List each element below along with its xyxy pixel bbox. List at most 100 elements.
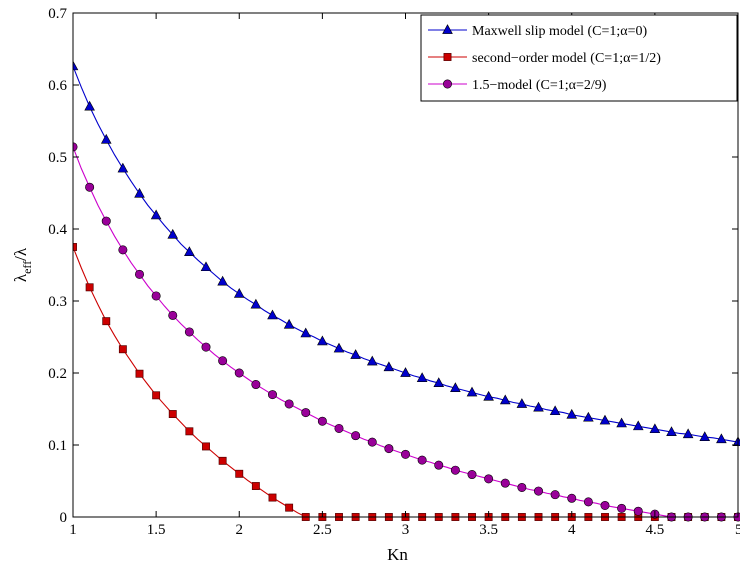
series-2-point-54	[517, 482, 527, 492]
series-2-point-64	[600, 500, 610, 510]
series-0-point-48	[466, 386, 478, 397]
legend-label-1: second−order model (C=1;α=1/2)	[472, 51, 661, 66]
series-0-point-68	[632, 420, 644, 431]
series-1-point-10	[152, 391, 161, 400]
series-1-point-12	[168, 410, 177, 418]
y-tick-label: 0.4	[48, 222, 67, 238]
series-0-point-52	[499, 394, 511, 405]
series-0-point-50	[483, 390, 494, 401]
series-0-point-16	[200, 261, 212, 272]
series-0-point-46	[450, 382, 461, 393]
series-0-point-8	[134, 187, 145, 198]
series-0-point-28	[300, 327, 312, 338]
y-tick-label: 0	[60, 510, 68, 526]
series-2-point-40	[400, 449, 410, 459]
series-0-point-12	[167, 228, 179, 239]
series-2-point-10	[151, 291, 161, 301]
series-0-point-32	[333, 342, 345, 353]
series-line-1	[73, 246, 738, 518]
series-2-point-30	[317, 416, 327, 426]
series-2-point-50	[484, 474, 494, 484]
x-tick-label: 1.5	[147, 522, 166, 538]
series-0-point-38	[383, 361, 395, 372]
y-axis-label: λeff/λ	[11, 247, 34, 282]
series-2-point-38	[384, 444, 394, 454]
series-2-point-14	[184, 327, 194, 337]
x-tick-label: 3	[402, 522, 410, 538]
series-1-point-4	[102, 317, 111, 326]
series-line-2	[73, 146, 738, 518]
legend-marker-2	[442, 79, 452, 89]
series-2-point-42	[417, 455, 427, 465]
x-tick-label: 1	[69, 522, 77, 538]
series-1-point-2	[85, 283, 94, 292]
x-axis-label: Kn	[387, 545, 408, 564]
series-2-point-24	[267, 390, 277, 400]
x-tick-label: 5	[735, 522, 740, 538]
series-0-point-26	[283, 318, 295, 329]
series-0-point-22	[250, 298, 262, 309]
legend-marker-0	[442, 24, 453, 34]
series-2-point-66	[617, 503, 627, 513]
series-1-point-24	[268, 493, 277, 502]
series-2-point-60	[567, 493, 577, 503]
series-0-point-10	[150, 209, 162, 220]
series-0-point-30	[317, 335, 328, 346]
series-2-point-58	[550, 490, 560, 500]
series-0-point-4	[100, 133, 112, 144]
series-2-point-46	[450, 465, 460, 475]
series-1-point-18	[218, 456, 227, 465]
series-0-point-64	[599, 414, 611, 425]
series-1-point-14	[185, 427, 194, 436]
series-2-point-44	[434, 460, 444, 470]
y-tick-label: 0.7	[48, 6, 67, 22]
series-0-point-60	[566, 408, 578, 419]
series-2-point-20	[234, 368, 244, 378]
series-group	[73, 60, 740, 522]
series-0-point-54	[516, 398, 528, 408]
series-0-point-56	[533, 401, 544, 412]
legend-label-0: Maxwell slip model (C=1;α=0)	[472, 24, 648, 39]
series-0-point-40	[400, 367, 411, 377]
series-1-point-20	[235, 469, 244, 478]
series-2-point-48	[467, 470, 477, 480]
series-0-point-42	[416, 372, 428, 382]
legend-marker-1	[443, 53, 452, 61]
x-tick-label: 4	[568, 522, 576, 538]
y-tick-label: 0.5	[48, 150, 67, 166]
series-2-point-36	[367, 437, 377, 447]
series-2-point-4	[101, 216, 111, 226]
series-0-point-62	[583, 411, 594, 422]
series-0-point-2	[84, 100, 95, 111]
series-1-point-6	[118, 345, 127, 354]
series-0-point-36	[366, 355, 378, 366]
series-2-point-52	[500, 478, 510, 488]
series-0-point-74	[682, 428, 694, 439]
series-2-point-26	[284, 399, 294, 409]
y-axis-label-main: λ	[11, 273, 30, 282]
series-0-point-6	[117, 162, 129, 173]
x-tick-label: 3.5	[479, 522, 498, 538]
series-1-point-8	[135, 369, 144, 378]
series-0-point-76	[699, 431, 711, 441]
series-2-point-32	[334, 423, 344, 433]
series-2-point-18	[218, 356, 228, 366]
series-0-point-58	[549, 405, 561, 416]
series-1-point-16	[202, 442, 210, 451]
series-2-point-68	[633, 506, 643, 516]
series-0-point-18	[217, 275, 228, 286]
series-2-point-34	[351, 431, 361, 441]
series-2-point-22	[251, 380, 261, 390]
series-2-point-2	[85, 182, 95, 192]
series-0-point-34	[350, 349, 361, 359]
series-0-point-78	[716, 433, 727, 444]
series-0-point-14	[184, 246, 195, 256]
series-line-0	[73, 66, 739, 443]
series-0-point-72	[666, 426, 677, 436]
y-axis-label-sub: eff	[20, 261, 34, 274]
series-2-point-16	[201, 342, 211, 352]
series-2-point-28	[301, 408, 311, 418]
series-2-point-6	[118, 245, 128, 255]
series-0-point-66	[616, 417, 627, 428]
